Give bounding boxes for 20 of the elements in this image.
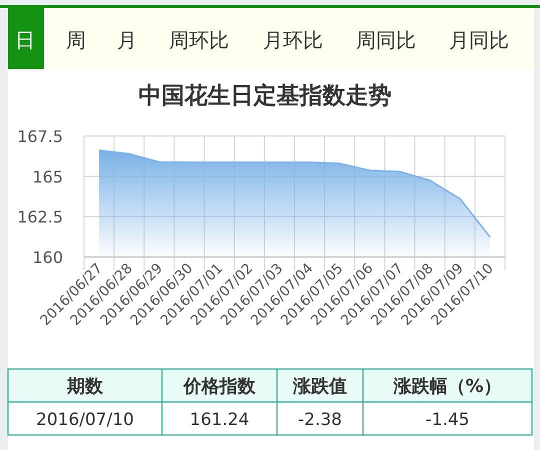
text: 周同比 (356, 28, 416, 52)
text: 期数 (66, 376, 104, 397)
text: 月同比 (449, 28, 509, 52)
y-tick-label: 165 (32, 167, 63, 186)
text: 周 (66, 28, 86, 52)
y-tick-label: 167.5 (17, 127, 63, 146)
text: -1.45 (426, 410, 470, 430)
y-tick-label: 162.5 (17, 208, 63, 227)
chart-title: 中国花生日定基指数走势 (138, 82, 392, 109)
text: 月 (117, 28, 137, 52)
text: 价格指数 (182, 376, 256, 397)
text: 周环比 (169, 28, 229, 52)
text: 涨跌幅（%） (392, 376, 502, 397)
text: 涨跌值 (292, 376, 347, 397)
y-tick-label: 160 (32, 248, 63, 267)
text: 161.24 (190, 410, 250, 430)
text: 2016/07/10 (36, 410, 134, 430)
text: 日 (15, 28, 35, 52)
text: 月环比 (263, 28, 323, 52)
text: -2.38 (298, 410, 342, 430)
